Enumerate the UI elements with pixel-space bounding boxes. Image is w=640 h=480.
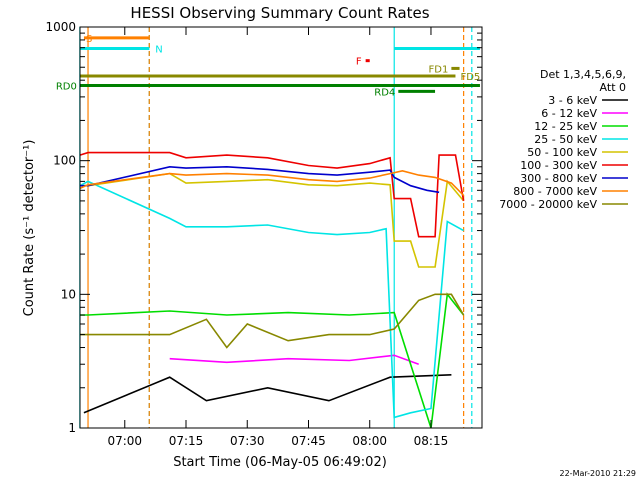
flag-label-rd4: RD4 <box>374 87 395 98</box>
flag-label-fd5: FD5 <box>460 72 480 83</box>
y-axis-label: Count Rate (s⁻¹ detector⁻¹) <box>22 140 37 317</box>
series-line-4 <box>79 172 465 268</box>
y-tick-label: 1000 <box>45 20 76 34</box>
footer-timestamp: 22-Mar-2010 21:29 <box>560 469 637 478</box>
legend-label-1: 6 - 12 keV <box>541 107 597 120</box>
plot-area: S N F FD1 FD5 RD0 RD4 <box>56 27 480 429</box>
flag-label-fd1: FD1 <box>429 64 449 75</box>
y-tick-label: 10 <box>61 287 76 301</box>
flag-label-s: S <box>86 34 92 45</box>
chart-title: HESSI Observing Summary Count Rates <box>130 4 429 22</box>
series-line-3 <box>79 180 464 419</box>
x-tick-label: 08:00 <box>352 434 387 448</box>
x-tick-label: 07:00 <box>107 434 142 448</box>
legend-label-7: 800 - 7000 keV <box>513 185 597 198</box>
x-tick-label: 07:30 <box>230 434 265 448</box>
legend-title-line-2: Att 0 <box>600 81 626 94</box>
flag-label-rd0: RD0 <box>56 82 77 93</box>
series-line-2 <box>79 292 465 429</box>
legend-label-5: 100 - 300 keV <box>520 159 597 172</box>
legend-title-line-1: Det 1,3,4,5,6,9, <box>540 68 626 81</box>
flag-label-f: F <box>356 57 362 68</box>
legend-label-4: 50 - 100 keV <box>527 146 597 159</box>
x-tick-label: 07:45 <box>291 434 326 448</box>
series-line-7 <box>79 169 465 196</box>
x-tick-label: 07:15 <box>169 434 204 448</box>
y-axis-ticks: 1 10 100 1000 <box>45 20 482 435</box>
flag-label-n: N <box>155 45 162 56</box>
y-tick-label: 100 <box>53 154 76 168</box>
series-line-8 <box>79 293 465 349</box>
series-line-5 <box>79 151 465 238</box>
series-line-6 <box>79 165 440 194</box>
plot-frame <box>79 26 483 429</box>
x-axis-ticks: 07:00 07:15 07:30 07:45 08:00 08:15 <box>107 27 448 448</box>
legend-label-3: 25 - 50 keV <box>534 133 597 146</box>
legend-label-0: 3 - 6 keV <box>548 94 597 107</box>
legend-label-8: 7000 - 20000 keV <box>499 198 597 211</box>
x-tick-label: 08:15 <box>414 434 449 448</box>
legend-label-2: 12 - 25 keV <box>534 120 597 133</box>
y-tick-label: 1 <box>68 421 76 435</box>
series-line-1 <box>169 354 419 365</box>
series-line-0 <box>83 374 452 414</box>
x-axis-label: Start Time (06-May-05 06:49:02) <box>173 455 387 470</box>
legend-label-6: 300 - 800 keV <box>520 172 597 185</box>
